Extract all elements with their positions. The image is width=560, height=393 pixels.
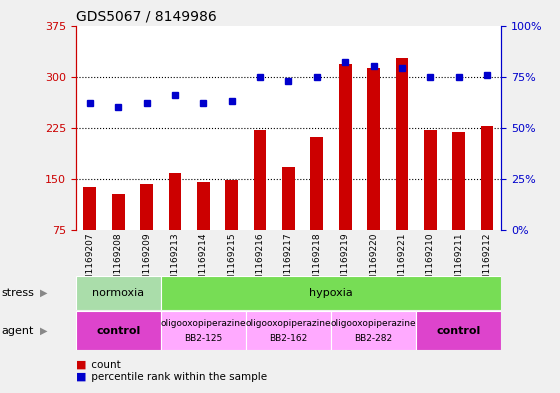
Bar <box>367 68 380 230</box>
Text: GSM1169212: GSM1169212 <box>483 232 492 293</box>
Text: GSM1169209: GSM1169209 <box>142 232 151 293</box>
Bar <box>424 130 437 230</box>
Text: ▶: ▶ <box>40 325 48 336</box>
Text: stress: stress <box>1 288 34 298</box>
Text: ▶: ▶ <box>40 288 48 298</box>
Text: GSM1169214: GSM1169214 <box>199 232 208 293</box>
Text: ■: ■ <box>76 360 86 370</box>
Text: BB2-282: BB2-282 <box>354 334 393 343</box>
Text: ■: ■ <box>76 372 86 382</box>
Text: percentile rank within the sample: percentile rank within the sample <box>88 372 267 382</box>
Bar <box>83 187 96 230</box>
Text: oligooxopiperazine: oligooxopiperazine <box>331 319 416 328</box>
Text: control: control <box>436 325 481 336</box>
Bar <box>197 182 209 230</box>
Text: oligooxopiperazine: oligooxopiperazine <box>161 319 246 328</box>
Text: GSM1169211: GSM1169211 <box>454 232 463 293</box>
Bar <box>76 276 161 310</box>
Text: GSM1169219: GSM1169219 <box>340 232 349 293</box>
Text: count: count <box>88 360 120 370</box>
Text: GSM1169210: GSM1169210 <box>426 232 435 293</box>
Text: GSM1169220: GSM1169220 <box>369 232 378 293</box>
Bar <box>395 57 408 230</box>
Text: GSM1169216: GSM1169216 <box>255 232 264 293</box>
Bar <box>310 137 323 230</box>
Bar <box>225 180 238 230</box>
Bar <box>246 311 331 350</box>
Bar <box>416 311 501 350</box>
Text: GSM1169207: GSM1169207 <box>85 232 94 293</box>
Bar <box>331 311 416 350</box>
Text: GSM1169213: GSM1169213 <box>170 232 179 293</box>
Bar <box>169 173 181 230</box>
Bar <box>112 194 124 230</box>
Text: normoxia: normoxia <box>92 288 144 298</box>
Bar <box>339 64 352 230</box>
Bar <box>76 311 161 350</box>
Bar <box>480 126 493 230</box>
Text: GSM1169221: GSM1169221 <box>398 232 407 293</box>
Text: control: control <box>96 325 141 336</box>
Text: GSM1169215: GSM1169215 <box>227 232 236 293</box>
Bar <box>254 130 267 230</box>
Bar <box>452 132 465 230</box>
Text: BB2-125: BB2-125 <box>184 334 222 343</box>
Text: hypoxia: hypoxia <box>309 288 353 298</box>
Text: GDS5067 / 8149986: GDS5067 / 8149986 <box>76 10 216 24</box>
Bar <box>140 184 153 230</box>
Text: GSM1169218: GSM1169218 <box>312 232 321 293</box>
Text: GSM1169208: GSM1169208 <box>114 232 123 293</box>
Text: oligooxopiperazine: oligooxopiperazine <box>246 319 331 328</box>
Bar <box>161 311 246 350</box>
Bar <box>282 167 295 230</box>
Text: GSM1169217: GSM1169217 <box>284 232 293 293</box>
Text: agent: agent <box>1 325 34 336</box>
Bar <box>161 276 501 310</box>
Text: BB2-162: BB2-162 <box>269 334 307 343</box>
